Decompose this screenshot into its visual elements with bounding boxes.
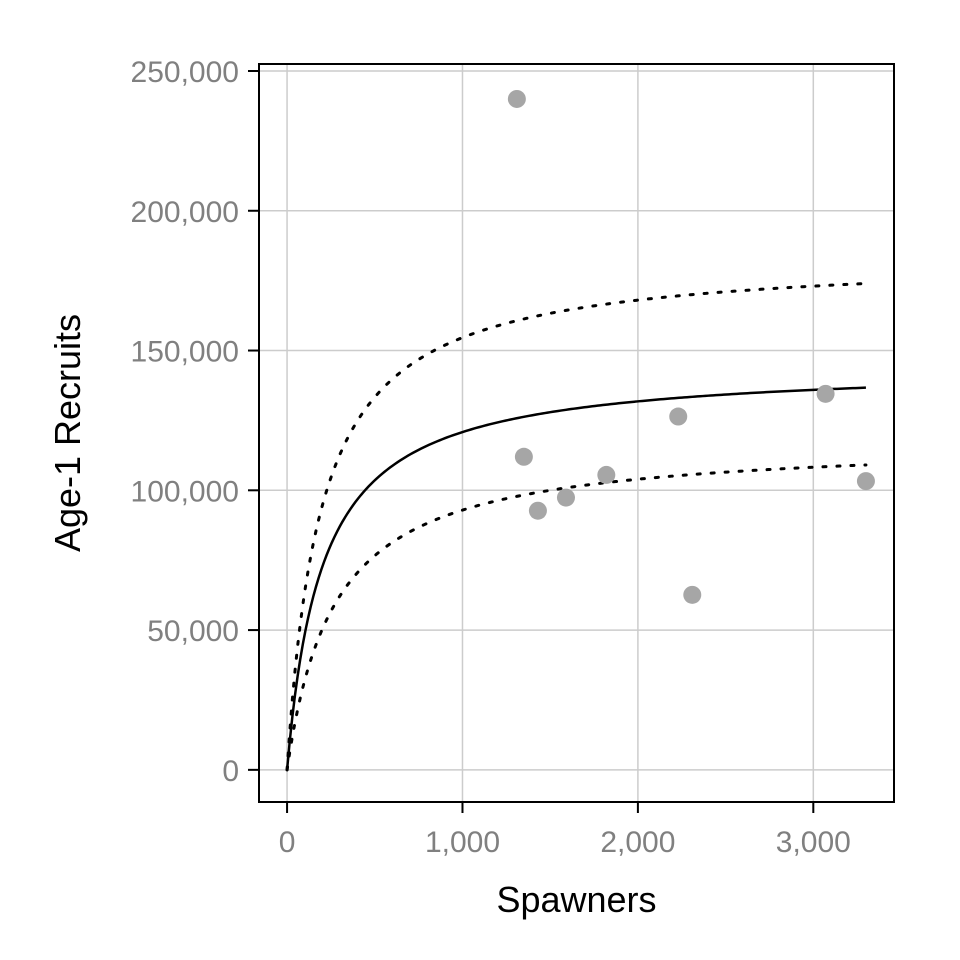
y-tick-label: 50,000 [147,615,239,648]
y-tick-label: 100,000 [131,475,239,508]
x-tick-label: 2,000 [600,826,675,859]
point-layer [507,89,875,604]
fitted-curve-line [285,386,866,770]
y-axis-title: Age-1 Recruits [47,314,88,552]
data-point [597,465,616,484]
data-point [856,472,875,491]
x-tick-label: 1,000 [425,826,500,859]
x-tick-label: 3,000 [776,826,851,859]
curve-layer [285,281,868,772]
x-tick-label: 0 [279,826,296,859]
data-point [669,407,688,426]
data-point [556,488,575,507]
y-tick-label: 200,000 [131,196,239,229]
axis-layer: 0 50,000 100,000 150,000 200,000 250,000 0 1,00… [131,56,851,859]
confidence-band-line [285,463,868,772]
data-point [507,89,526,108]
y-tick-label: 250,000 [131,56,239,89]
x-axis-title: Spawners [496,879,656,920]
data-point [528,501,547,520]
y-tick-label: 0 [222,755,239,788]
plot-panel-border [258,63,895,803]
data-point [514,447,533,466]
data-point [683,585,702,604]
y-tick-label: 150,000 [131,336,239,369]
data-point [816,384,835,403]
